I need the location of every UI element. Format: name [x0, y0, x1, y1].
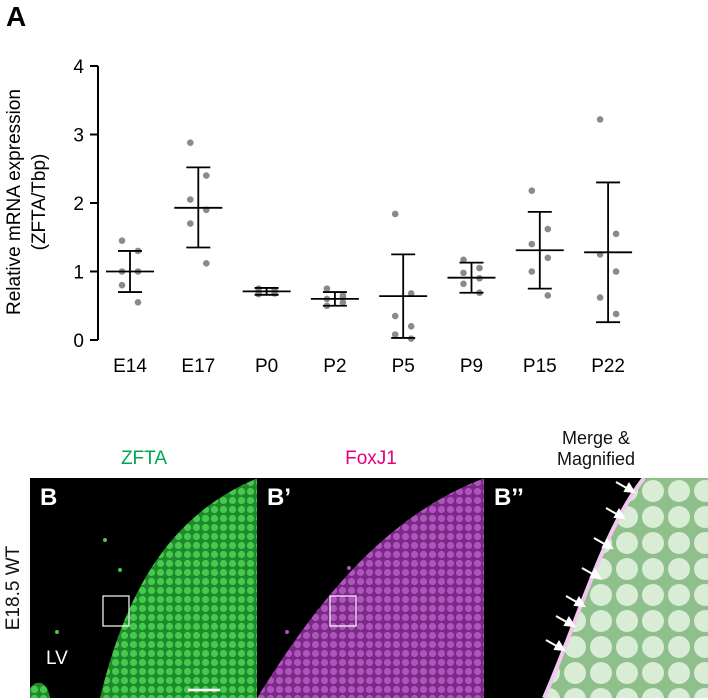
arrow-head	[601, 538, 614, 550]
group-E17	[174, 139, 223, 267]
arrow-head	[553, 640, 566, 652]
arrow-head	[573, 596, 586, 608]
x-tick-label: P9	[460, 356, 483, 377]
data-point	[460, 256, 467, 264]
merge-micrograph: B’’	[484, 478, 708, 698]
condition-label: E18.5 WT	[2, 478, 26, 698]
y-axis-label: Relative mRNA expression (ZFTA/Tbp)	[4, 89, 50, 315]
data-point	[118, 281, 126, 289]
data-point	[460, 269, 467, 277]
foxj1-tissue	[257, 478, 485, 698]
zfta-image	[30, 478, 258, 698]
data-point	[118, 237, 126, 244]
data-point	[187, 139, 194, 147]
data-point	[596, 294, 604, 301]
merge-title-line1: Merge &	[561, 428, 631, 448]
group-P15	[515, 187, 564, 299]
x-tick-label: E17	[181, 356, 215, 377]
data-point	[528, 187, 536, 194]
data-point	[528, 240, 536, 248]
panel-b-letter: B	[40, 484, 58, 511]
y-tick-label: 2	[73, 194, 84, 215]
data-point	[391, 331, 399, 338]
arrow-head	[589, 568, 602, 580]
merge-tissue	[544, 478, 708, 698]
data-point	[544, 254, 552, 262]
data-point	[323, 285, 331, 292]
inset-box	[102, 595, 130, 627]
data-point	[528, 268, 536, 275]
y-axis-label-line1: Relative mRNA expression	[4, 89, 25, 315]
lv-label: LV	[46, 648, 68, 669]
data-point	[612, 268, 620, 275]
x-tick-label: E14	[113, 356, 147, 377]
y-tick-label: 0	[73, 331, 84, 352]
x-axis-labels: E14 E17 P0 P2 P5 P9 P15 P22	[113, 356, 625, 377]
panel-b-prime-letter: B’	[267, 484, 291, 511]
zfta-title: ZFTA	[120, 448, 168, 469]
data-points	[106, 116, 633, 342]
data-point	[203, 259, 210, 267]
data-point	[407, 290, 415, 297]
group-P22	[584, 116, 633, 324]
merge-image	[542, 478, 708, 698]
y-tick-label: 1	[73, 263, 84, 284]
x-tick-label: P0	[255, 356, 278, 377]
data-point	[612, 310, 620, 318]
data-point	[187, 196, 194, 203]
data-point	[476, 264, 483, 272]
data-point	[460, 280, 467, 288]
merge-title: Merge & Magnified	[482, 428, 708, 470]
data-point	[407, 323, 415, 330]
data-point	[187, 220, 194, 227]
data-point	[391, 210, 399, 218]
data-point	[391, 312, 399, 320]
x-tick-label: P15	[523, 356, 557, 377]
foxj1-micrograph: B’	[257, 478, 485, 698]
y-axis-label-line2: (ZFTA/Tbp)	[29, 154, 50, 251]
zfta-tissue	[100, 478, 258, 698]
group-P2	[310, 285, 359, 310]
arrow-head	[623, 482, 636, 494]
arrow-markers	[545, 481, 636, 652]
merge-title-line2: Magnified	[556, 449, 636, 469]
group-P9	[447, 256, 496, 297]
zfta-micrograph: B LV	[30, 478, 258, 698]
data-point	[544, 225, 552, 233]
group-P5	[379, 210, 428, 342]
panel-b-double-prime-letter: B’’	[494, 484, 524, 511]
group-P0	[242, 285, 291, 298]
data-point	[134, 299, 142, 306]
y-axis: 0 1 2 3 4	[73, 57, 99, 352]
foxj1-image	[257, 478, 485, 698]
condition-label-text: E18.5 WT	[3, 545, 24, 631]
y-tick-label: 3	[73, 126, 84, 147]
data-point	[203, 172, 210, 179]
x-tick-label: P2	[323, 356, 346, 377]
foxj1-title: FoxJ1	[345, 448, 397, 469]
panel-a-letter: A	[6, 1, 26, 32]
data-point	[612, 230, 620, 238]
x-tick-label: P22	[591, 356, 625, 377]
x-tick-label: P5	[392, 356, 415, 377]
data-point	[339, 299, 347, 306]
arrow-head	[563, 616, 576, 628]
y-tick-label: 4	[73, 57, 84, 78]
expression-chart: A 0 1 2 3 4 Relative mRNA expression (ZFTA/T…	[4, 1, 633, 377]
data-point	[339, 294, 347, 301]
inset-box	[329, 595, 357, 627]
group-E14	[106, 237, 154, 306]
data-point	[596, 116, 604, 123]
arrow-head	[613, 508, 626, 520]
data-point	[544, 292, 552, 299]
